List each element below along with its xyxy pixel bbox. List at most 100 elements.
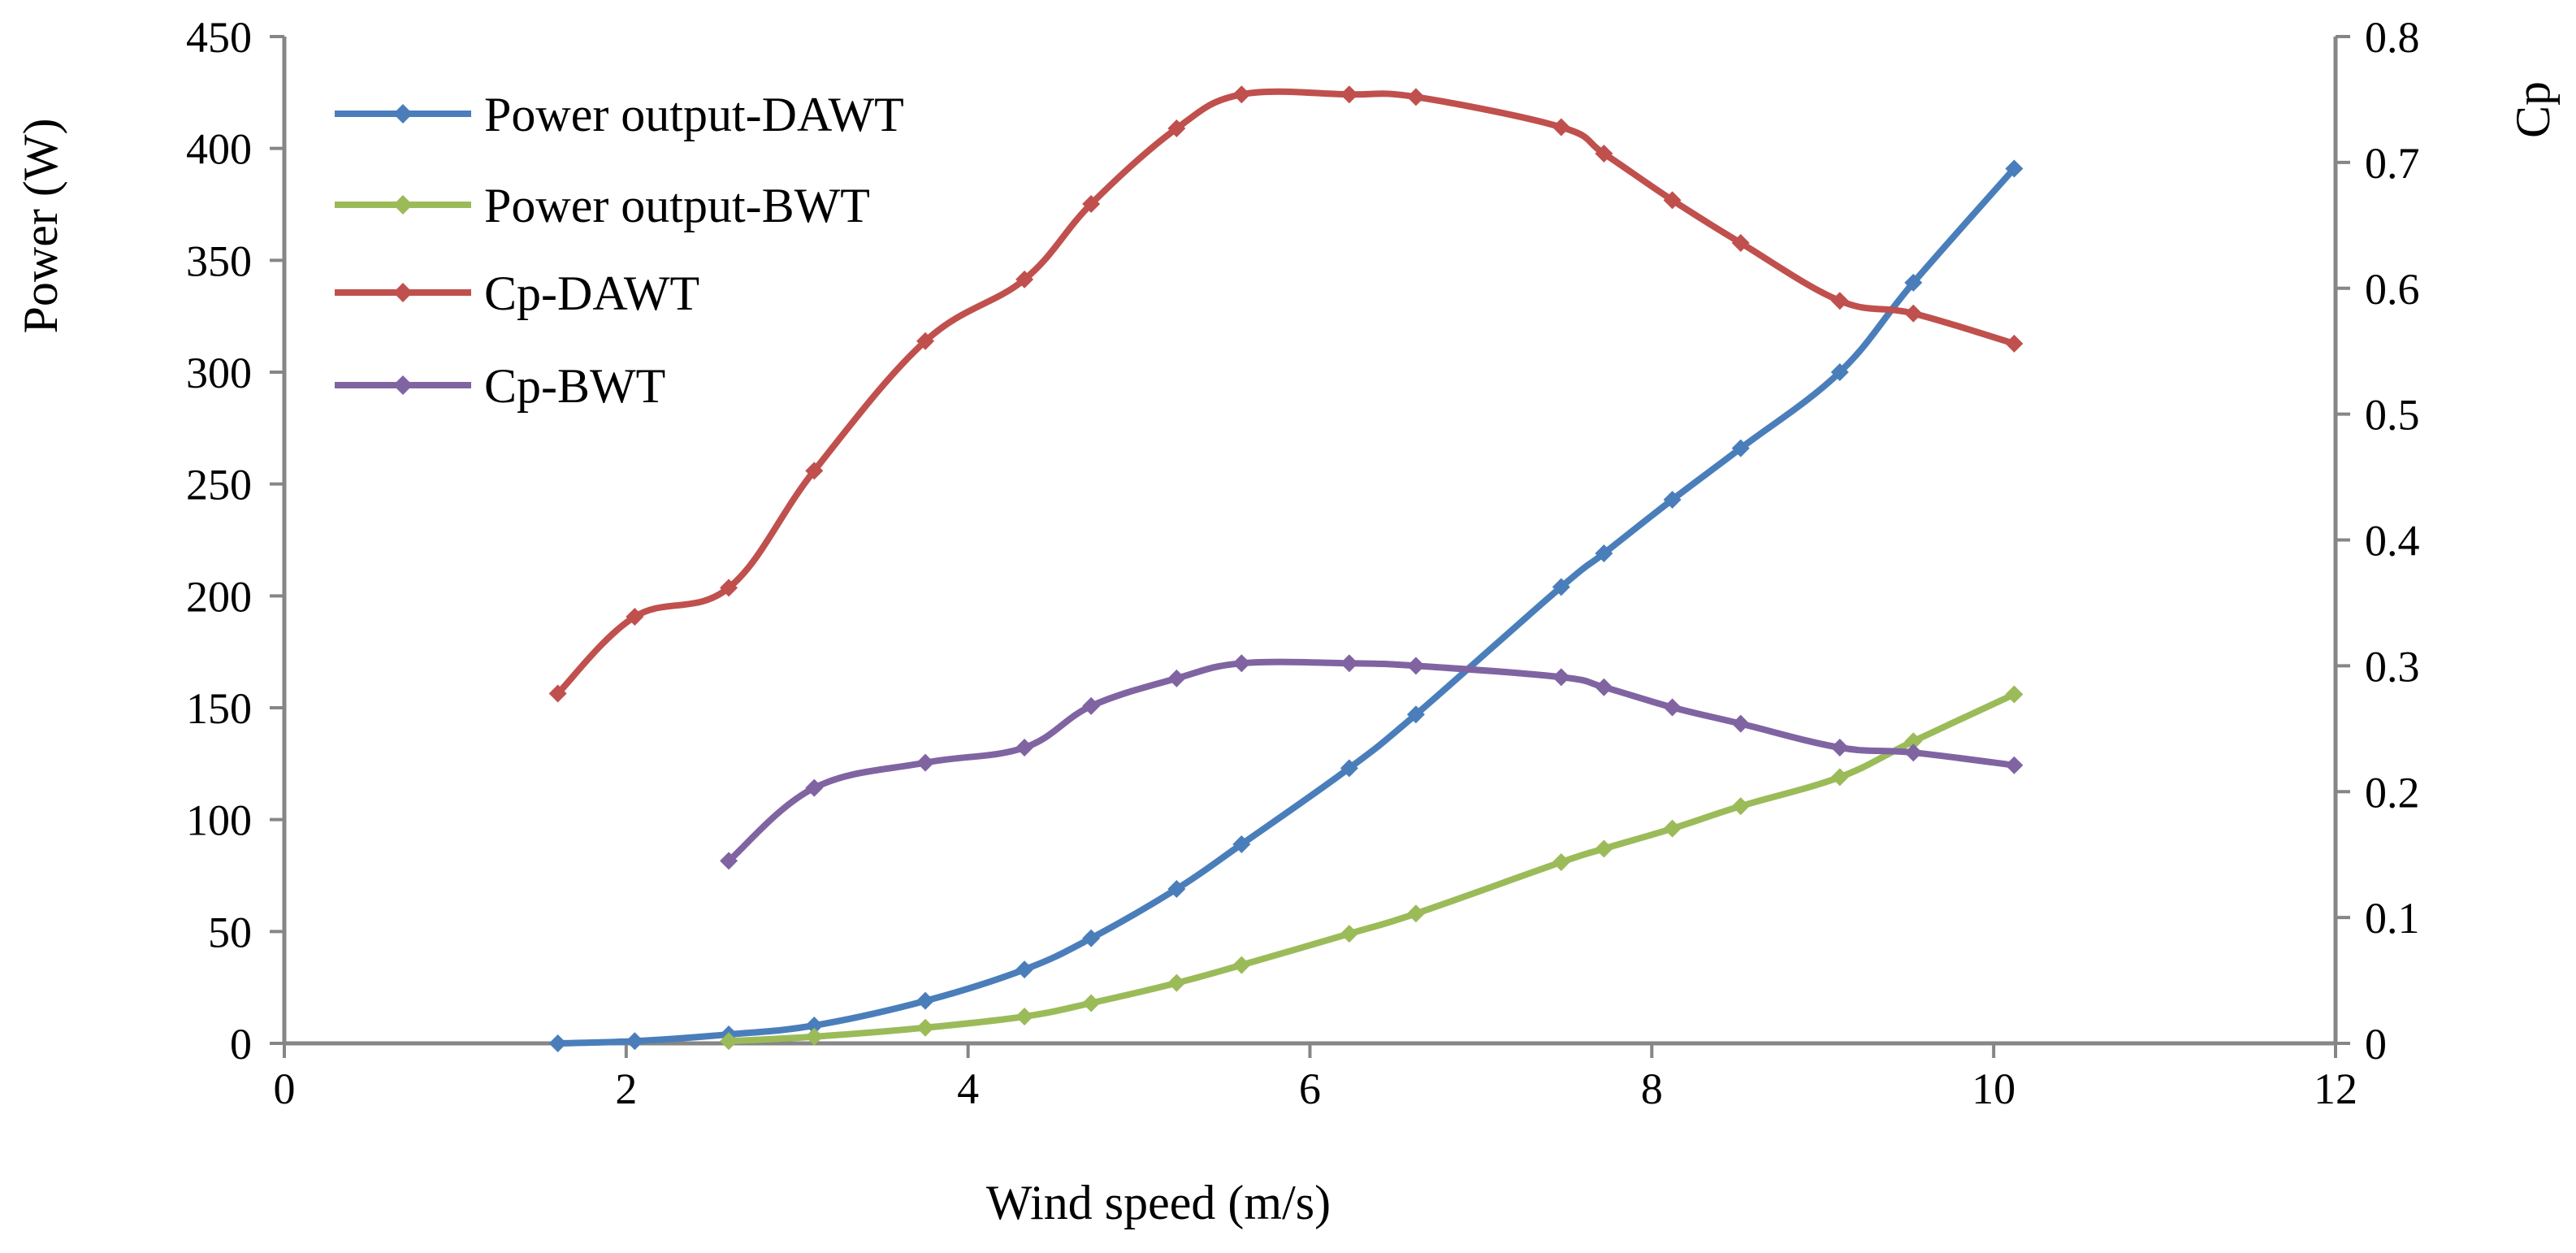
data-point [626, 607, 644, 626]
data-point [1663, 191, 1682, 210]
legend-marker-power-bwt [393, 195, 413, 215]
y-left-tick-label: 450 [186, 13, 252, 62]
y-axis-left-title: Power (W) [14, 119, 67, 334]
data-point [1232, 956, 1251, 974]
data-point [916, 1018, 935, 1037]
y-right-tick-label: 0.3 [2365, 642, 2420, 691]
data-point [1406, 904, 1425, 923]
series-line-power-output-bwt [725, 691, 2018, 1045]
data-point [1731, 797, 1750, 816]
data-point [1904, 273, 1923, 292]
x-tick-label: 4 [957, 1064, 979, 1113]
y-right-tick-label: 0.6 [2365, 265, 2420, 314]
data-point [2005, 159, 2024, 178]
data-point [805, 778, 824, 797]
data-point [1232, 654, 1251, 673]
y-left-tick-label: 300 [186, 349, 252, 397]
data-point [1595, 145, 1613, 163]
data-point [1232, 85, 1251, 104]
data-point [720, 1032, 738, 1051]
data-point [1340, 654, 1358, 673]
data-point [1406, 88, 1425, 106]
data-point [1830, 768, 1849, 787]
data-point [1731, 439, 1750, 457]
data-point [1552, 578, 1570, 596]
data-point [2005, 334, 2024, 353]
series-cp-bwt [720, 654, 2024, 870]
data-point [1595, 839, 1613, 858]
data-point [1904, 744, 1923, 762]
data-point [1015, 1007, 1034, 1025]
data-point [805, 1016, 824, 1034]
legend-label-power-bwt: Power output-BWT [484, 179, 870, 232]
series-lines [548, 85, 2024, 1052]
legend-item-power-bwt: Power output-BWT [335, 179, 870, 232]
x-tick-label: 2 [615, 1064, 637, 1113]
data-point [720, 852, 738, 870]
y-right-tick-label: 0.8 [2365, 13, 2420, 62]
data-point [1406, 657, 1425, 675]
y-right-tick-label: 0.5 [2365, 391, 2420, 440]
data-point [1595, 544, 1613, 563]
data-point [1904, 732, 1923, 751]
legend-item-cp-bwt: Cp-BWT [335, 359, 665, 413]
data-point [1082, 696, 1101, 715]
y-right-tick-label: 0.1 [2365, 894, 2420, 943]
data-point [1082, 929, 1101, 947]
legend-marker-power-dawt [393, 104, 413, 124]
data-point [805, 462, 824, 480]
data-point [805, 1027, 824, 1046]
y-right-tick-label: 0.7 [2365, 139, 2420, 188]
legend-label-cp-dawt: Cp-DAWT [484, 267, 699, 320]
y-left-tick-label: 250 [186, 461, 252, 509]
x-tick-label: 6 [1299, 1064, 1321, 1113]
y-left-tick-label: 350 [186, 236, 252, 285]
data-point [1167, 119, 1186, 138]
data-point [1015, 739, 1034, 757]
legend: Power output-DAWT Power output-BWT Cp-DA… [335, 88, 904, 413]
data-point [2005, 756, 2024, 774]
y-left-tick-label: 150 [186, 684, 252, 733]
data-point [1731, 233, 1750, 252]
legend-label-power-dawt: Power output-DAWT [484, 88, 904, 141]
x-tick-label: 0 [274, 1064, 296, 1113]
y-left-tick-label: 100 [186, 796, 252, 845]
data-point [1552, 118, 1570, 137]
data-point [1595, 678, 1613, 696]
x-tick-label: 8 [1641, 1064, 1663, 1113]
legend-item-power-dawt: Power output-DAWT [335, 88, 904, 141]
data-point [1340, 759, 1358, 778]
data-point [916, 332, 935, 350]
y-right-tick-label: 0.2 [2365, 768, 2420, 817]
data-point [720, 579, 738, 597]
series-power-output-bwt [720, 685, 2024, 1051]
data-point [1015, 960, 1034, 979]
y-left-tick-label: 0 [230, 1020, 252, 1069]
data-point [1830, 739, 1849, 757]
series-line-cp-bwt [725, 658, 2018, 865]
data-point [548, 1034, 567, 1052]
y-left-tick-label: 200 [186, 572, 252, 621]
series-cp-dawt [548, 85, 2024, 703]
legend-label-cp-bwt: Cp-BWT [484, 359, 665, 413]
data-point [1663, 819, 1682, 838]
x-axis-title: Wind speed (m/s) [986, 1176, 1331, 1229]
series-power-output-dawt [548, 159, 2024, 1052]
data-point [1167, 880, 1186, 899]
data-point [1082, 994, 1101, 1012]
y-axis-right-title: Cp [2506, 81, 2560, 138]
legend-marker-cp-dawt [393, 283, 413, 302]
data-point [1167, 669, 1186, 687]
data-point [1340, 85, 1358, 104]
data-point [916, 991, 935, 1010]
data-point [1904, 304, 1923, 323]
data-point [1167, 973, 1186, 992]
data-point [1340, 925, 1358, 943]
data-point [1552, 852, 1570, 871]
data-point [1015, 270, 1034, 288]
data-point [1731, 714, 1750, 733]
data-point [1406, 705, 1425, 724]
data-point [626, 1032, 644, 1051]
